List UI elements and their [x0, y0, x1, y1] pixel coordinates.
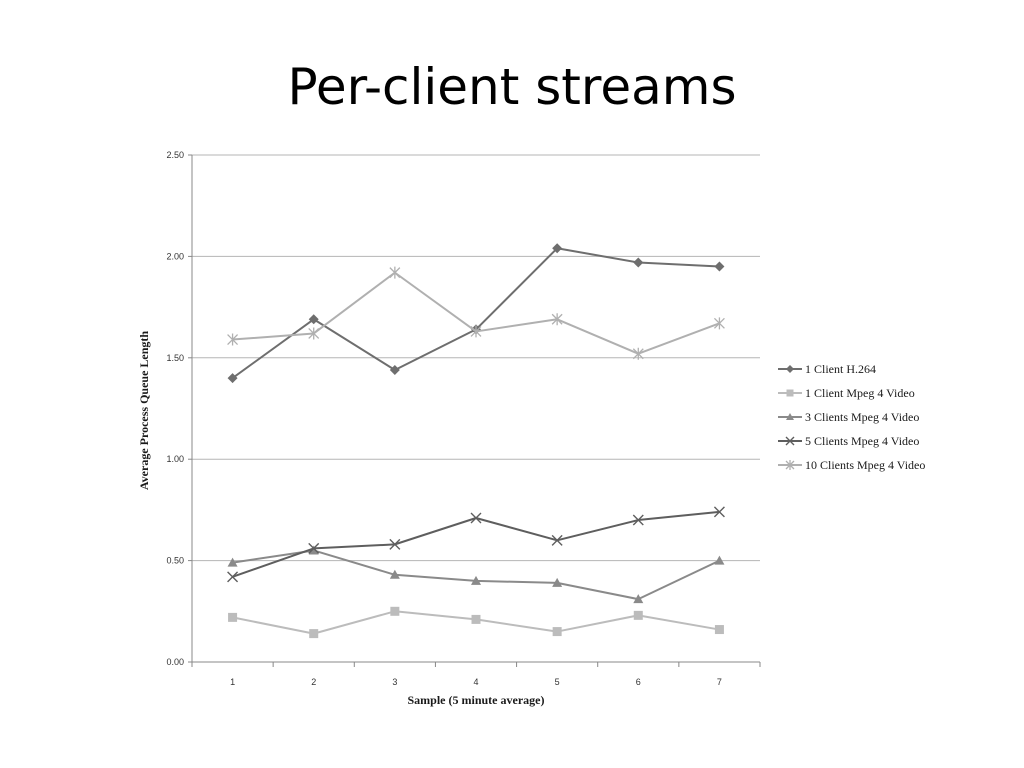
legend-label: 3 Clients Mpeg 4 Video — [805, 410, 919, 424]
series — [227, 506, 725, 583]
legend-marker — [785, 460, 795, 470]
data-point — [389, 569, 400, 579]
y-tick-label: 0.50 — [166, 556, 184, 566]
data-point — [389, 266, 401, 279]
data-point — [713, 317, 725, 330]
data-point — [309, 629, 319, 639]
data-point — [389, 364, 400, 375]
data-point — [308, 542, 320, 554]
data-point — [390, 606, 400, 616]
data-point — [633, 594, 644, 604]
data-point — [714, 555, 725, 565]
y-tick-label: 2.50 — [166, 150, 184, 160]
data-point — [227, 557, 238, 567]
data-point — [552, 577, 563, 587]
x-tick-label: 6 — [636, 677, 641, 687]
data-point — [308, 545, 319, 555]
series — [228, 606, 724, 639]
legend-marker — [785, 436, 795, 446]
data-point — [471, 614, 481, 624]
data-point — [551, 534, 563, 546]
legend-marker — [786, 365, 794, 373]
series-line — [232, 549, 720, 601]
y-axis-title: Average Process Queue Length — [137, 331, 151, 491]
data-point — [713, 506, 725, 518]
data-point — [632, 347, 644, 360]
data-point — [227, 373, 238, 384]
legend-item: 1 Client Mpeg 4 Video — [778, 386, 915, 400]
data-point — [633, 610, 643, 620]
legend-item: 10 Clients Mpeg 4 Video — [778, 458, 925, 472]
data-point — [389, 538, 401, 550]
legend-label: 5 Clients Mpeg 4 Video — [805, 434, 919, 448]
y-tick-labels: 0.00 0.50 1.00 1.50 2.00 2.50 — [166, 150, 184, 667]
x-axis-title: Sample (5 minute average) — [408, 693, 545, 707]
data-point — [308, 314, 319, 325]
legend: 1 Client H.264 1 Client Mpeg 4 Video 3 Cli… — [778, 362, 925, 472]
series-line — [232, 510, 720, 578]
data-point — [632, 514, 644, 526]
data-point — [552, 243, 563, 254]
data-point — [227, 571, 239, 583]
series — [227, 545, 725, 604]
legend-label: 1 Client H.264 — [805, 362, 876, 376]
data-point — [228, 612, 238, 622]
x-tick-label: 2 — [311, 677, 316, 687]
gridlines — [188, 154, 760, 663]
y-tick-label: 1.00 — [166, 454, 184, 464]
x-tick-label: 3 — [392, 677, 397, 687]
data-point — [471, 575, 481, 585]
x-tick-label: 7 — [717, 677, 722, 687]
legend-item: 3 Clients Mpeg 4 Video — [778, 410, 919, 424]
data-point — [552, 627, 562, 637]
series-group — [227, 243, 725, 639]
series-line — [232, 271, 720, 355]
data-point — [714, 261, 725, 272]
x-tick-label: 4 — [473, 677, 478, 687]
series-line — [231, 247, 720, 379]
slide-title: Per-client streams — [287, 58, 737, 116]
legend-item: 5 Clients Mpeg 4 Video — [778, 434, 919, 448]
data-point — [714, 625, 724, 635]
series — [227, 266, 725, 360]
data-point — [470, 512, 482, 524]
data-point — [227, 333, 239, 346]
y-tick-label: 1.50 — [166, 353, 184, 363]
x-tick-label: 1 — [230, 677, 235, 687]
x-tick-label: 5 — [555, 677, 560, 687]
legend-marker — [786, 389, 794, 397]
data-point — [551, 313, 563, 326]
data-point — [308, 327, 320, 340]
data-point — [470, 325, 482, 338]
x-tick-labels: 1 2 3 4 5 6 7 — [191, 662, 761, 687]
y-tick-label: 2.00 — [166, 251, 184, 261]
legend-label: 1 Client Mpeg 4 Video — [805, 386, 915, 400]
series — [227, 243, 725, 384]
legend-label: 10 Clients Mpeg 4 Video — [805, 458, 925, 472]
legend-item: 1 Client H.264 — [778, 362, 876, 376]
y-tick-label: 0.00 — [166, 657, 184, 667]
legend-marker — [786, 413, 794, 420]
data-point — [633, 257, 644, 268]
